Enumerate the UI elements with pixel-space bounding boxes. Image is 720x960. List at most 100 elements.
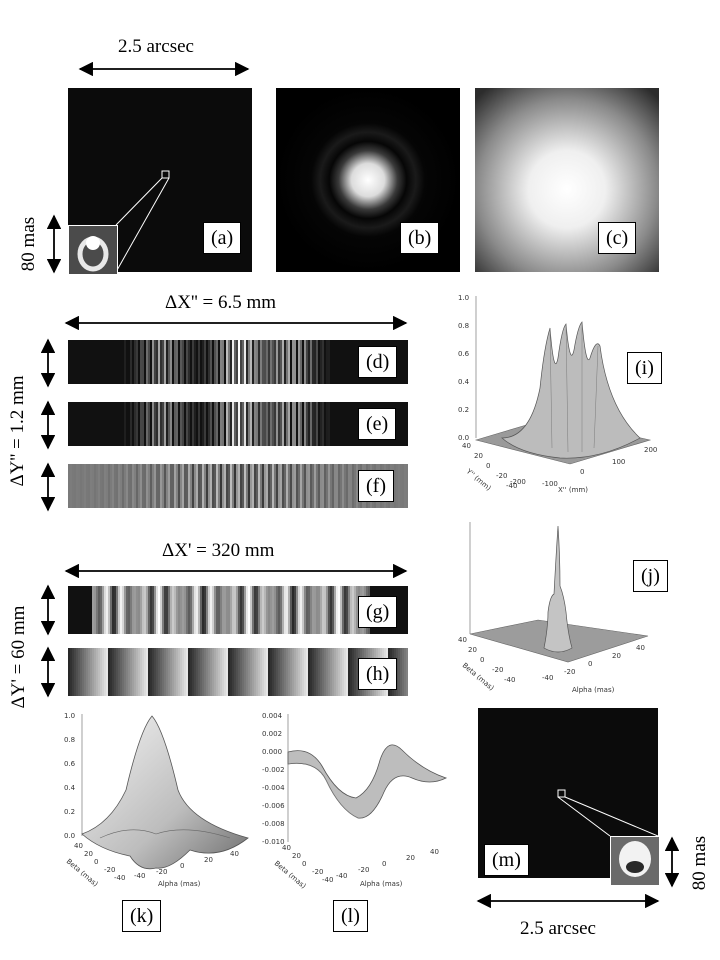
plot-l-xtick: 0 (382, 860, 386, 868)
fringe-line (118, 464, 120, 508)
fringe-line (216, 586, 218, 634)
fringe-line (222, 340, 224, 384)
fringe-line (312, 464, 314, 508)
fringe-line (282, 464, 284, 508)
fringe-line (214, 402, 216, 446)
fringe-line (146, 648, 148, 696)
fringe-line (280, 402, 282, 446)
fringe-line (100, 464, 102, 508)
fringe-line (248, 648, 250, 696)
fringe-line (288, 648, 290, 696)
plot-j-xtick: 20 (612, 652, 621, 660)
fringe-line (154, 648, 156, 696)
fringe-line (310, 340, 312, 384)
fringe-line (82, 464, 84, 508)
plot-j-ytick: 20 (468, 646, 477, 654)
plot-k-ytick: 20 (84, 850, 93, 858)
fringe-line (230, 340, 232, 384)
fringe-line (138, 648, 140, 696)
fringe-line (236, 402, 238, 446)
fringe-line (160, 586, 162, 634)
fringe-line (332, 464, 334, 508)
fringe-line (234, 340, 236, 384)
fringe-line (330, 464, 332, 508)
fringe-line (202, 648, 204, 696)
fringe-line (338, 464, 340, 508)
fringe-line (216, 402, 218, 446)
strip-g (68, 586, 408, 634)
fringe-line (118, 586, 120, 634)
fringe-line (202, 402, 204, 446)
fringe-line (242, 586, 244, 634)
strip-d-arrow (40, 338, 56, 388)
fringe-line (148, 464, 150, 508)
fringe-line (306, 340, 308, 384)
fringe-line (156, 402, 158, 446)
fringe-line (140, 648, 142, 696)
fringe-line (328, 648, 330, 696)
fringe-line (216, 648, 218, 696)
plot-i-xtick: -100 (542, 480, 558, 488)
fringe-line (228, 402, 230, 446)
fringe-line (72, 648, 74, 696)
fringe-line (182, 648, 184, 696)
fringe-line (108, 586, 110, 634)
fringe-line (208, 586, 210, 634)
fringe-line (124, 464, 126, 508)
fringe-line (304, 402, 306, 446)
fringe-line (222, 648, 224, 696)
fringe-line (250, 340, 252, 384)
fringe-line (142, 402, 144, 446)
fringe-line (210, 340, 212, 384)
fringe-line (296, 586, 298, 634)
panel-m-label: (m) (484, 844, 529, 876)
plot-j-xtick: 40 (636, 644, 645, 652)
fringe-line (398, 464, 400, 508)
fringe-line (284, 464, 286, 508)
fringe-line (234, 586, 236, 634)
fringe-line (322, 340, 324, 384)
fringe-line (278, 648, 280, 696)
fringe-line (128, 586, 130, 634)
fringe-line (338, 648, 340, 696)
fringe-line (104, 464, 106, 508)
plot-l-ytick: -40 (322, 876, 333, 884)
plot-i-ztick: 0.4 (458, 378, 470, 386)
fringe-line (318, 586, 320, 634)
fringe-line (320, 648, 322, 696)
fringe-line (288, 402, 290, 446)
fringe-line (110, 648, 112, 696)
fringe-line (174, 340, 176, 384)
fringe-line (88, 464, 90, 508)
fringe-line (270, 340, 272, 384)
fringe-line (336, 464, 338, 508)
fringe-line (158, 648, 160, 696)
fringe-line (222, 402, 224, 446)
fringe-line (294, 402, 296, 446)
fringe-line (326, 586, 328, 634)
fringe-line (288, 464, 290, 508)
fringe-line (258, 464, 260, 508)
fringe-line (170, 648, 172, 696)
fringe-line (394, 464, 396, 508)
fringe-line (238, 340, 240, 384)
plot-j-xlabel: Alpha (mas) (572, 686, 615, 694)
fringe-line (276, 402, 278, 446)
fringe-line (260, 648, 262, 696)
fringe-line (328, 464, 330, 508)
fringe-line (154, 464, 156, 508)
plot-j-xtick: -40 (542, 674, 553, 682)
fringe-line (300, 648, 302, 696)
strip-e-arrow (40, 400, 56, 450)
fringe-line (230, 648, 232, 696)
fringe-line (346, 464, 348, 508)
fringe-line (272, 464, 274, 508)
fringe-line (356, 648, 358, 696)
plot-i-xtick: 100 (612, 458, 625, 466)
fringe-line (126, 648, 128, 696)
plot-i-xtick: 0 (580, 468, 584, 476)
fringe-line (142, 340, 144, 384)
fringe-line (184, 464, 186, 508)
fringe-line (338, 586, 340, 634)
fringe-line (298, 402, 300, 446)
